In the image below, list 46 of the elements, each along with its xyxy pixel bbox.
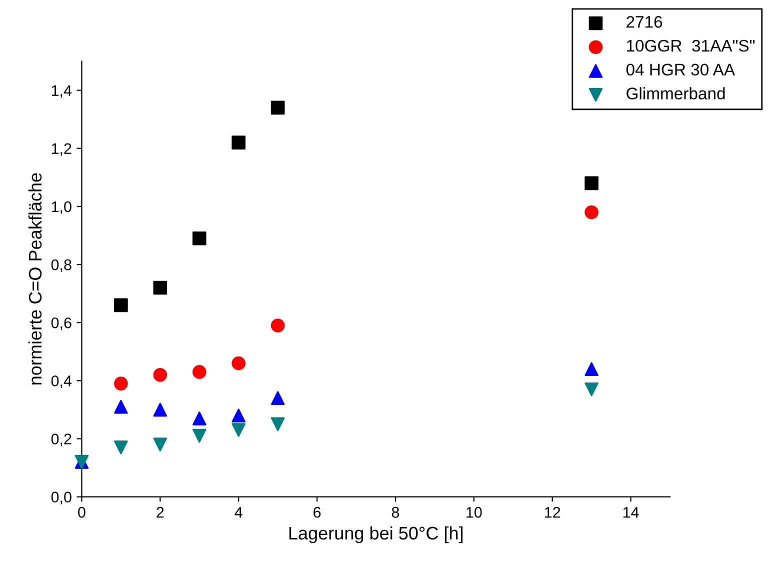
- legend-label: Glimmerband: [626, 87, 725, 100]
- x-tick-label: 14: [623, 507, 639, 518]
- y-tick-label: 1,4: [52, 85, 72, 98]
- legend-label: 2716: [626, 16, 662, 28]
- point: [153, 402, 168, 417]
- point: [114, 440, 128, 454]
- point: [270, 100, 285, 115]
- legend-label: 10GGR 31AA"S": [627, 40, 755, 52]
- point: [232, 136, 246, 150]
- x-tick-label: 0: [78, 506, 86, 518]
- x-tick-label: 10: [466, 506, 482, 518]
- point: [114, 400, 128, 414]
- point: [153, 280, 168, 295]
- point: [153, 438, 168, 452]
- y-tick-label: 0,0: [51, 492, 72, 504]
- point: [232, 356, 246, 370]
- x-axis-title: Lagerung bei 50°C [h]: [289, 526, 463, 544]
- point: [232, 423, 246, 437]
- point: [192, 428, 206, 443]
- x-tick-label: 8: [392, 506, 400, 518]
- y-tick-label: 0,8: [51, 259, 72, 272]
- point: [114, 298, 128, 312]
- x-tick-label: 12: [545, 506, 560, 518]
- point: [584, 205, 598, 220]
- point: [232, 408, 246, 422]
- point: [270, 318, 285, 332]
- y-tick-label: 1,0: [52, 201, 72, 214]
- point: [584, 382, 598, 396]
- point: [192, 231, 206, 246]
- point: [584, 176, 598, 190]
- y-tick-label: 0,4: [51, 376, 72, 388]
- point: [192, 412, 206, 426]
- y-axis-title: normierte C=O Peakfläche: [28, 173, 42, 384]
- point: [584, 362, 598, 376]
- point: [192, 365, 206, 379]
- point: [114, 376, 128, 390]
- point: [270, 391, 285, 405]
- x-tick-label: 2: [156, 506, 164, 518]
- point: [153, 368, 168, 382]
- x-tick-label: 4: [234, 507, 242, 518]
- point: [270, 417, 285, 432]
- y-tick-label: 0,6: [51, 317, 72, 330]
- y-tick-label: 1,2: [52, 143, 72, 156]
- x-tick-label: 6: [314, 506, 321, 518]
- y-tick-label: 0,2: [51, 434, 72, 446]
- legend-label: 04 HGR 30 AA: [626, 64, 736, 76]
